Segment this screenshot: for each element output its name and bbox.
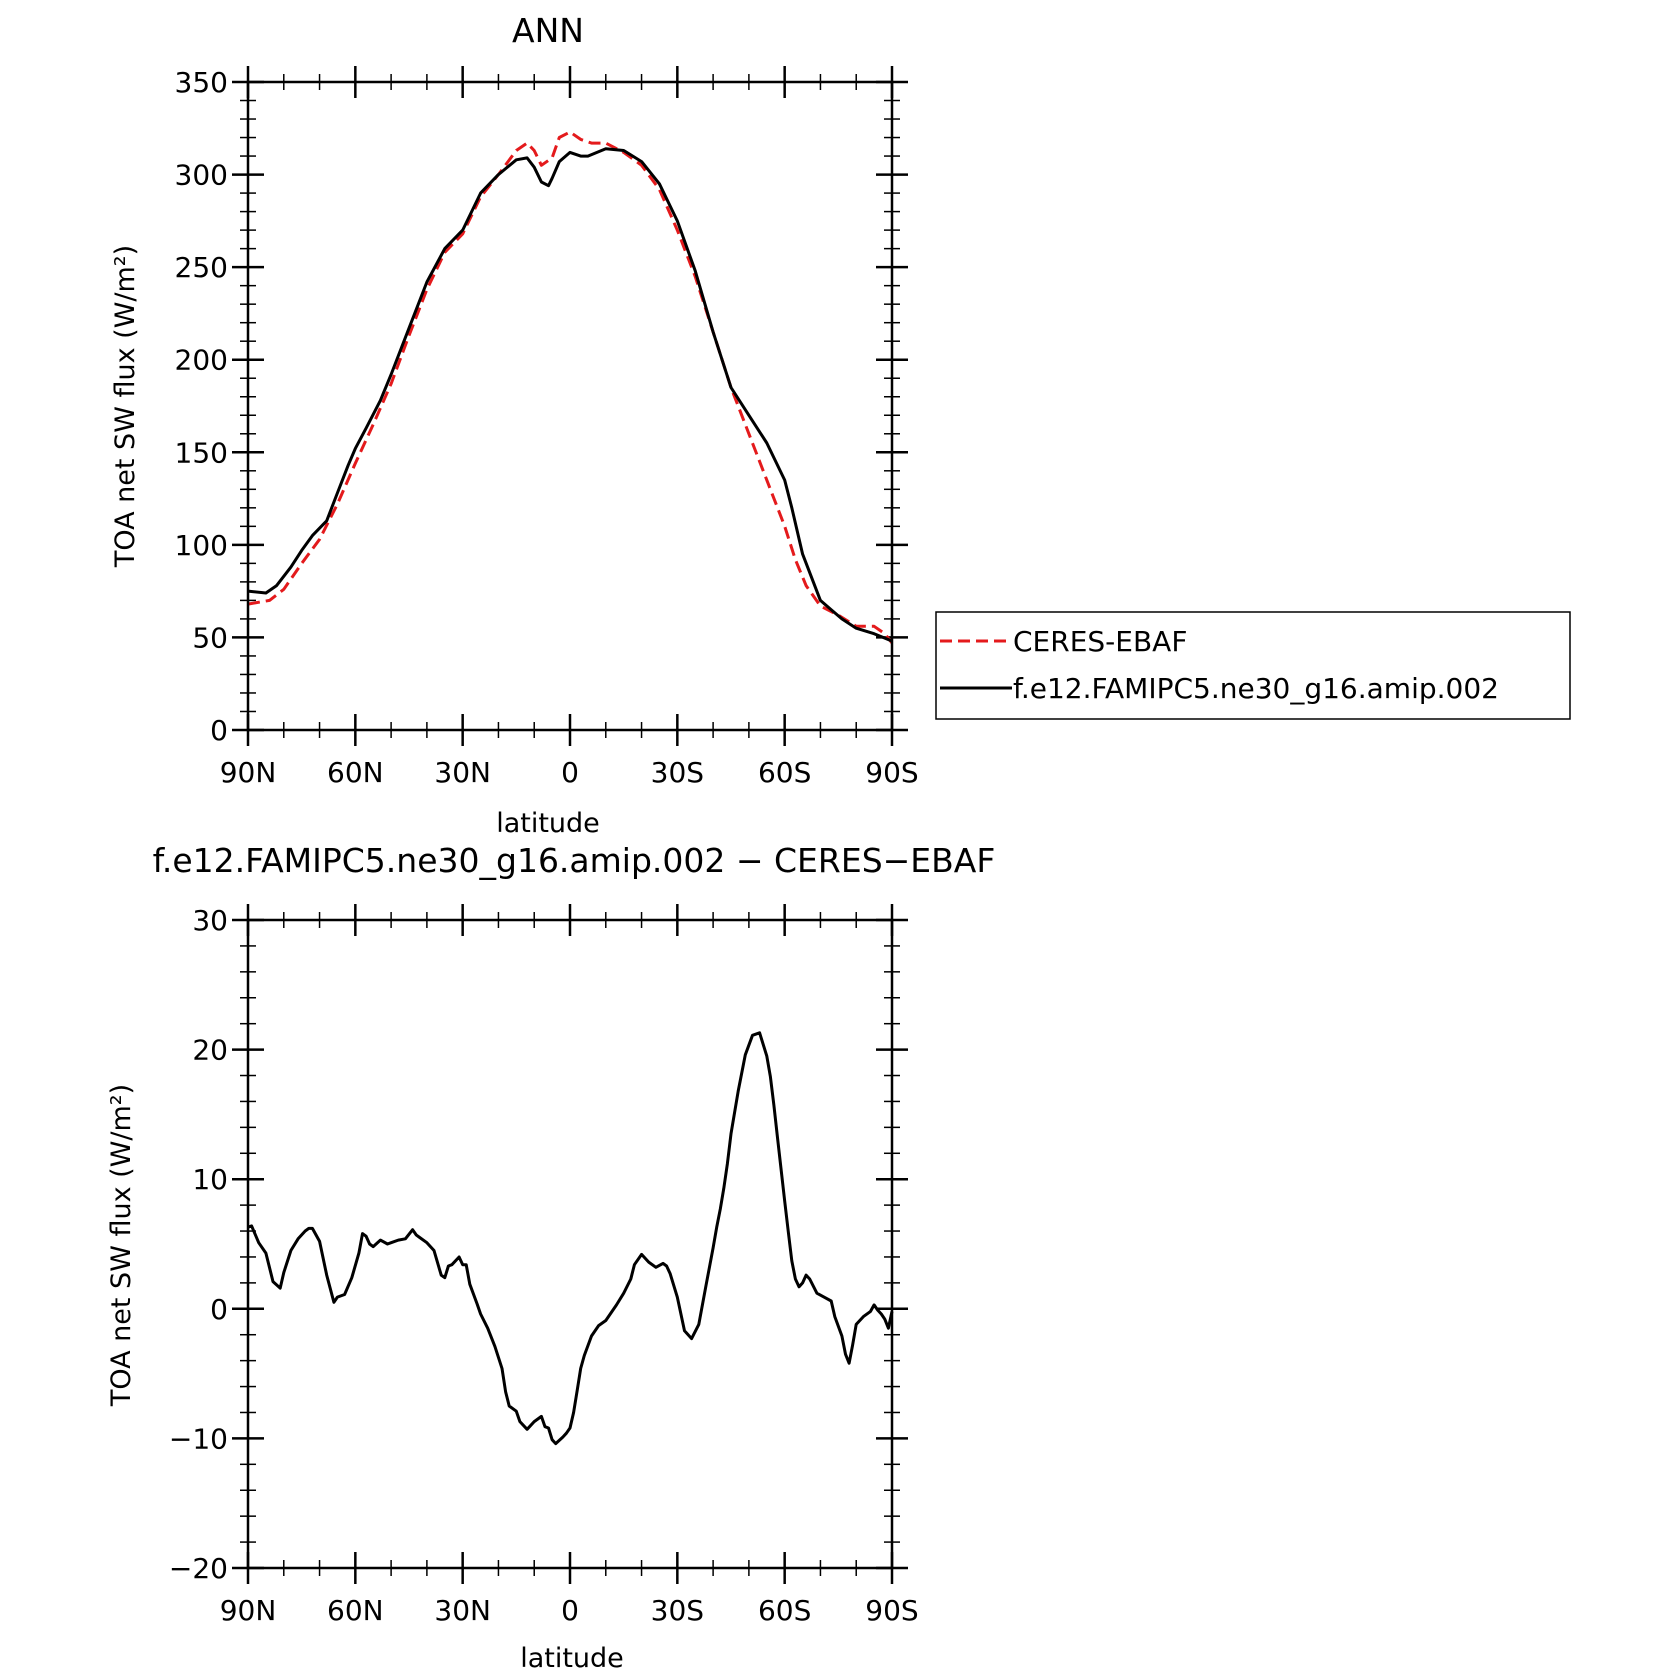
x-tick-label-top-5: 60S <box>758 756 811 789</box>
series-line-top-1 <box>247 147 893 643</box>
y-tick-labels-bottom: −20 −10 0 10 20 30 <box>169 904 228 1585</box>
tick-marks-top <box>232 66 908 746</box>
x-tick-label-bottom-3: 0 <box>561 1594 579 1627</box>
x-tick-label-top-4: 30S <box>651 756 704 789</box>
y-tick-label-bottom-2: 0 <box>210 1293 228 1326</box>
legend-label-ceres: CERES-EBAF <box>1013 625 1187 658</box>
series-line-bottom-0 <box>247 1031 894 1446</box>
x-tick-label-top-2: 30N <box>434 756 491 789</box>
x-tick-label-bottom-5: 60S <box>758 1594 811 1627</box>
x-tick-label-bottom-2: 30N <box>434 1594 491 1627</box>
x-axis-label-bottom: latitude <box>520 1643 624 1669</box>
y-tick-label-bottom-0: −20 <box>169 1552 228 1585</box>
y-tick-label-bottom-1: −10 <box>169 1422 228 1455</box>
series-lines-top <box>247 130 894 644</box>
y-tick-label-top-3: 150 <box>175 436 228 469</box>
y-tick-label-top-5: 250 <box>175 251 228 284</box>
y-tick-label-top-0: 0 <box>210 714 228 747</box>
x-tick-label-bottom-1: 60N <box>327 1594 384 1627</box>
legend-label-model: f.e12.FAMIPC5.ne30_g16.amip.002 <box>1013 672 1499 705</box>
y-tick-label-top-7: 350 <box>175 66 228 99</box>
x-tick-label-top-0: 90N <box>220 756 277 789</box>
plot-frame-bottom <box>246 918 894 1570</box>
y-tick-label-top-6: 300 <box>175 159 228 192</box>
x-tick-label-bottom-0: 90N <box>220 1594 277 1627</box>
y-axis-label-bottom: TOA net SW flux (W/m²) <box>106 1084 137 1407</box>
x-tick-label-bottom-4: 30S <box>651 1594 704 1627</box>
chart-title-bottom: f.e12.FAMIPC5.ne30_g16.amip.002 − CERES−… <box>153 841 996 880</box>
x-tick-label-bottom-6: 90S <box>865 1594 918 1627</box>
y-tick-label-bottom-5: 30 <box>192 904 228 937</box>
series-line-top-0 <box>247 130 894 644</box>
y-axis-label-top: TOA net SW flux (W/m²) <box>110 245 141 568</box>
y-tick-label-top-4: 200 <box>175 344 228 377</box>
x-tick-labels-top: 90N 60N 30N 0 30S 60S 90S <box>220 756 919 789</box>
x-tick-label-top-3: 0 <box>561 756 579 789</box>
x-tick-labels-bottom: 90N 60N 30N 0 30S 60S 90S <box>220 1594 919 1627</box>
y-tick-label-top-2: 100 <box>175 529 228 562</box>
y-tick-label-bottom-3: 10 <box>192 1163 228 1196</box>
x-tick-label-top-1: 60N <box>327 756 384 789</box>
chart-panel-top: ANN TOA net SW flux (W/m²) latitude 0 50 1… <box>110 11 919 839</box>
legend-box <box>935 611 1571 720</box>
chart-panel-bottom: f.e12.FAMIPC5.ne30_g16.amip.002 − CERES−… <box>106 841 995 1669</box>
x-tick-label-top-6: 90S <box>865 756 918 789</box>
tick-marks-bottom <box>232 904 908 1584</box>
x-axis-label-top: latitude <box>496 808 600 839</box>
y-tick-label-top-1: 50 <box>192 621 228 654</box>
chart-title-top: ANN <box>512 11 584 50</box>
legend: CERES-EBAF f.e12.FAMIPC5.ne30_g16.amip.0… <box>935 611 1571 720</box>
y-tick-label-bottom-4: 20 <box>192 1034 228 1067</box>
series-lines-bottom <box>247 1031 894 1446</box>
y-tick-labels-top: 0 50 100 150 200 250 300 350 <box>175 66 228 747</box>
plot-frame-top <box>246 80 894 732</box>
